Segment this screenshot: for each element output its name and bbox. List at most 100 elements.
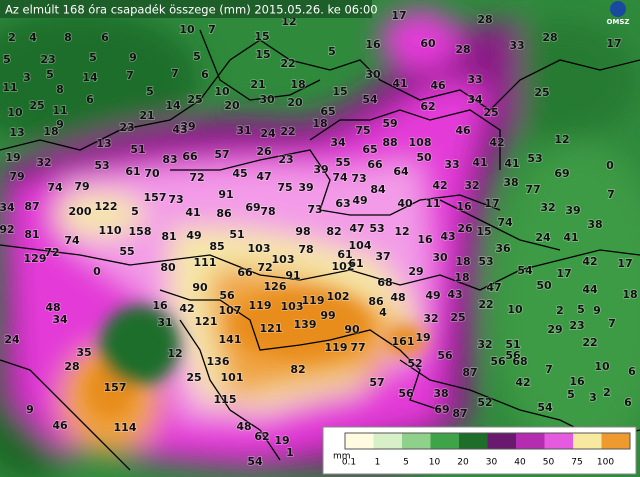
station-value: 77 (350, 341, 365, 354)
station-value: 39 (298, 181, 313, 194)
legend-tick-label: 40 (514, 458, 526, 468)
station-value: 73 (351, 172, 366, 185)
station-value: 7 (607, 188, 615, 201)
station-value: 10 (7, 106, 23, 119)
station-value: 29 (408, 265, 423, 278)
station-value: 86 (216, 207, 232, 220)
station-value: 14 (82, 71, 98, 84)
station-value: 6 (86, 93, 94, 106)
station-value: 46 (455, 124, 471, 137)
station-value: 5 (131, 205, 139, 218)
station-value: 68 (512, 355, 527, 368)
station-value: 158 (129, 225, 152, 238)
station-value: 87 (462, 366, 477, 379)
station-value: 2 (8, 31, 16, 44)
station-value: 17 (617, 257, 632, 270)
station-value: 92 (0, 223, 15, 236)
station-value: 91 (285, 269, 300, 282)
station-value: 51 (505, 338, 520, 351)
station-value: 24 (4, 333, 20, 346)
station-value: 90 (192, 281, 208, 294)
station-value: 9 (129, 51, 137, 64)
station-value: 25 (534, 86, 549, 99)
station-value: 34 (467, 93, 483, 106)
station-value: 18 (454, 271, 469, 284)
station-value: 13 (9, 126, 24, 139)
station-value: 119 (325, 341, 348, 354)
station-value: 51 (130, 143, 145, 156)
station-value: 78 (298, 243, 313, 256)
station-value: 38 (587, 218, 602, 231)
station-value: 7 (171, 67, 179, 80)
station-value: 56 (437, 349, 453, 362)
station-value: 20 (224, 99, 240, 112)
station-value: 7 (545, 363, 553, 376)
legend-tick-label: 0.1 (342, 458, 356, 468)
station-value: 82 (290, 363, 305, 376)
station-value: 32 (423, 312, 438, 325)
station-value: 38 (433, 387, 448, 400)
station-value: 39 (313, 163, 328, 176)
station-value: 86 (368, 295, 384, 308)
station-value: 34 (0, 201, 15, 214)
station-value: 65 (362, 143, 377, 156)
station-value: 41 (185, 206, 200, 219)
station-value: 74 (497, 216, 513, 229)
station-value: 87 (24, 200, 39, 213)
station-value: 46 (430, 79, 446, 92)
legend-tick-label: 20 (457, 458, 469, 468)
station-value: 16 (456, 200, 472, 213)
station-value: 48 (236, 420, 251, 433)
station-value: 82 (326, 225, 341, 238)
colorbar-cell (487, 433, 517, 449)
station-value: 4 (29, 31, 37, 44)
station-value: 43 (447, 288, 462, 301)
station-value: 15 (476, 225, 491, 238)
colorbar-cell (373, 433, 403, 449)
station-value: 17 (556, 267, 571, 280)
station-value: 74 (332, 171, 348, 184)
station-value: 2 (603, 386, 611, 399)
station-value: 21 (139, 109, 154, 122)
station-value: 53 (478, 255, 493, 268)
station-value: 47 (349, 222, 364, 235)
station-value: 43 (440, 230, 455, 243)
station-value: 101 (221, 371, 244, 384)
station-value: 10 (594, 360, 610, 373)
station-value: 34 (330, 136, 346, 149)
station-value: 26 (457, 222, 473, 235)
station-value: 5 (567, 388, 575, 401)
station-value: 161 (392, 335, 415, 348)
station-value: 10 (507, 303, 523, 316)
station-value: 108 (409, 136, 432, 149)
station-value: 129 (24, 252, 47, 265)
station-value: 61 (125, 165, 140, 178)
station-value: 119 (302, 294, 325, 307)
station-value: 52 (407, 357, 422, 370)
station-value: 77 (525, 183, 540, 196)
logo: OMSZ (606, 1, 630, 26)
colorbar-cell (544, 433, 574, 449)
legend-tick-label: 5 (403, 458, 409, 468)
station-value: 9 (593, 304, 601, 317)
station-value: 88 (382, 136, 397, 149)
legend-tick-label: 75 (571, 458, 582, 468)
station-value: 42 (432, 179, 447, 192)
station-value: 78 (260, 205, 275, 218)
station-value: 103 (281, 300, 304, 313)
station-value: 55 (119, 245, 134, 258)
station-value: 43 (172, 123, 187, 136)
station-value: 99 (320, 309, 335, 322)
station-value: 56 (219, 289, 235, 302)
station-value: 72 (257, 261, 272, 274)
station-value: 25 (483, 106, 498, 119)
legend-tick-label: 1 (375, 458, 381, 468)
station-value: 34 (52, 313, 68, 326)
station-value: 3 (23, 71, 31, 84)
station-value: 57 (214, 148, 229, 161)
station-value: 102 (327, 290, 350, 303)
station-value: 79 (9, 170, 24, 183)
legend-tick-label: 10 (429, 458, 441, 468)
station-value: 25 (29, 99, 44, 112)
station-value: 61 (348, 257, 363, 270)
